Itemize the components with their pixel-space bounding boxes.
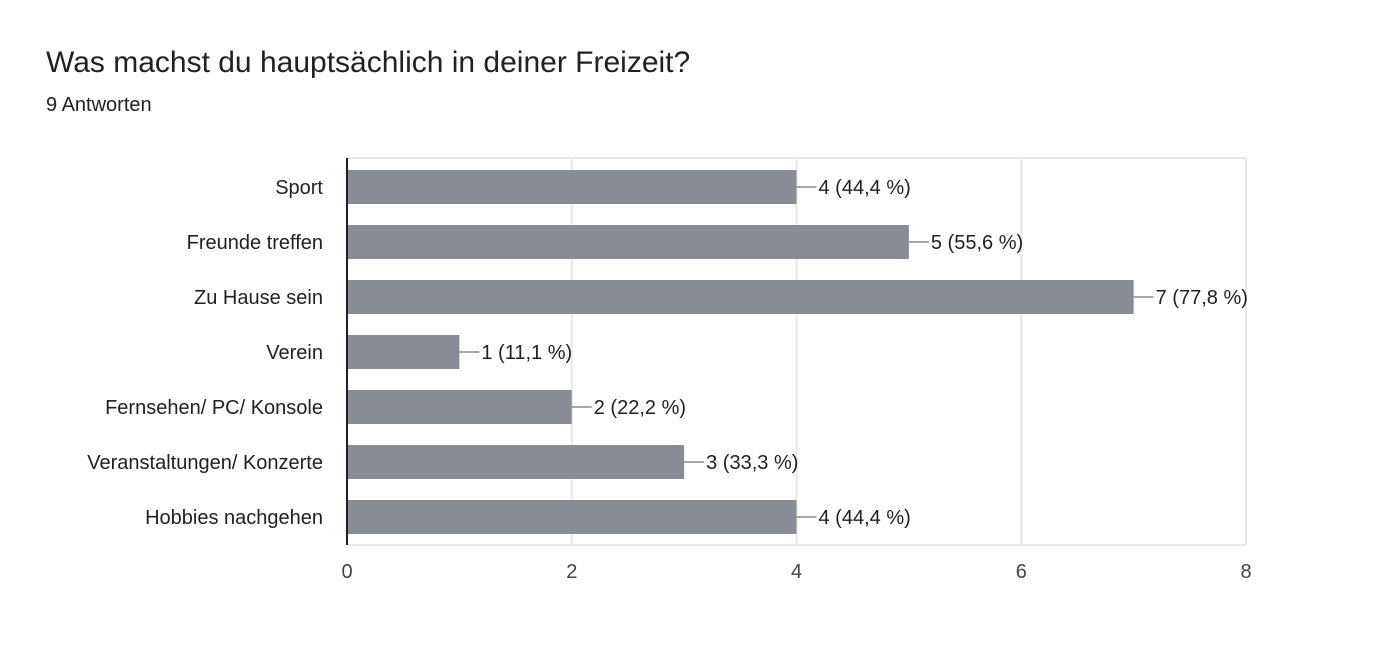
bar	[347, 280, 1134, 314]
category-label: Verein	[266, 342, 323, 364]
data-label: 7 (77,8 %)	[1156, 287, 1248, 309]
x-tick-label: 2	[566, 561, 577, 583]
data-label: 4 (44,4 %)	[819, 177, 911, 199]
category-label: Zu Hause sein	[194, 287, 323, 309]
bar	[347, 335, 460, 369]
bar	[347, 390, 572, 424]
category-label: Veranstaltungen/ Konzerte	[87, 452, 323, 474]
data-label: 5 (55,6 %)	[931, 232, 1023, 254]
data-label: 4 (44,4 %)	[819, 507, 911, 529]
x-tick-label: 8	[1240, 561, 1251, 583]
data-label: 1 (11,1 %)	[481, 342, 572, 364]
x-tick-label: 4	[791, 561, 802, 583]
category-label: Hobbies nachgehen	[145, 507, 323, 529]
category-label: Sport	[275, 177, 323, 199]
chart-title: Was machst du hauptsächlich in deiner Fr…	[46, 46, 691, 79]
x-tick-label: 0	[341, 561, 352, 583]
bar	[347, 170, 797, 204]
bar	[347, 500, 797, 534]
data-label: 2 (22,2 %)	[594, 397, 686, 419]
response-count: 9 Antworten	[46, 94, 152, 116]
bar	[347, 225, 909, 259]
x-tick-label: 6	[1016, 561, 1027, 583]
bar	[347, 445, 685, 479]
data-label: 3 (33,3 %)	[706, 452, 798, 474]
category-label: Freunde treffen	[187, 232, 323, 254]
category-label: Fernsehen/ PC/ Konsole	[105, 397, 323, 419]
